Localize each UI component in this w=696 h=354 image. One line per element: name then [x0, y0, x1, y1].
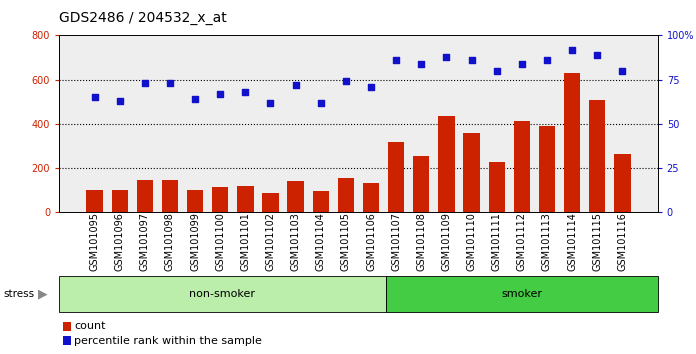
Point: [114, 98, 125, 104]
Point: [164, 80, 175, 86]
Point: [617, 68, 628, 74]
Point: [516, 61, 528, 67]
Text: GDS2486 / 204532_x_at: GDS2486 / 204532_x_at: [59, 11, 227, 25]
Point: [441, 54, 452, 59]
Point: [567, 47, 578, 52]
Point: [214, 91, 226, 97]
Text: smoker: smoker: [501, 289, 542, 299]
Bar: [489, 161, 505, 212]
Bar: [161, 180, 178, 212]
Point: [265, 100, 276, 105]
Point: [239, 89, 251, 95]
Bar: [589, 99, 606, 212]
Text: percentile rank within the sample: percentile rank within the sample: [74, 336, 262, 346]
Point: [340, 79, 351, 84]
Bar: [111, 190, 128, 212]
Point: [290, 82, 301, 88]
Bar: [539, 126, 555, 212]
Bar: [388, 142, 404, 212]
Bar: [212, 187, 228, 212]
Point: [315, 100, 326, 105]
Text: count: count: [74, 321, 106, 331]
Point: [491, 68, 503, 74]
Text: non-smoker: non-smoker: [189, 289, 255, 299]
Point: [416, 61, 427, 67]
Bar: [464, 133, 480, 212]
Bar: [287, 181, 303, 212]
Point: [365, 84, 377, 90]
Bar: [438, 116, 454, 212]
Point: [189, 96, 200, 102]
Bar: [86, 190, 103, 212]
Bar: [187, 190, 203, 212]
Point: [466, 57, 477, 63]
Bar: [237, 186, 253, 212]
Text: stress: stress: [3, 289, 35, 299]
Bar: [363, 183, 379, 212]
Bar: [262, 193, 278, 212]
Point: [89, 95, 100, 100]
Point: [541, 57, 553, 63]
Bar: [136, 180, 153, 212]
Bar: [614, 154, 631, 212]
Point: [592, 52, 603, 58]
Point: [139, 80, 150, 86]
Bar: [564, 73, 580, 212]
Bar: [413, 156, 429, 212]
Text: ▶: ▶: [38, 287, 48, 300]
Point: [390, 57, 402, 63]
Bar: [338, 178, 354, 212]
Bar: [313, 192, 329, 212]
Bar: [514, 121, 530, 212]
